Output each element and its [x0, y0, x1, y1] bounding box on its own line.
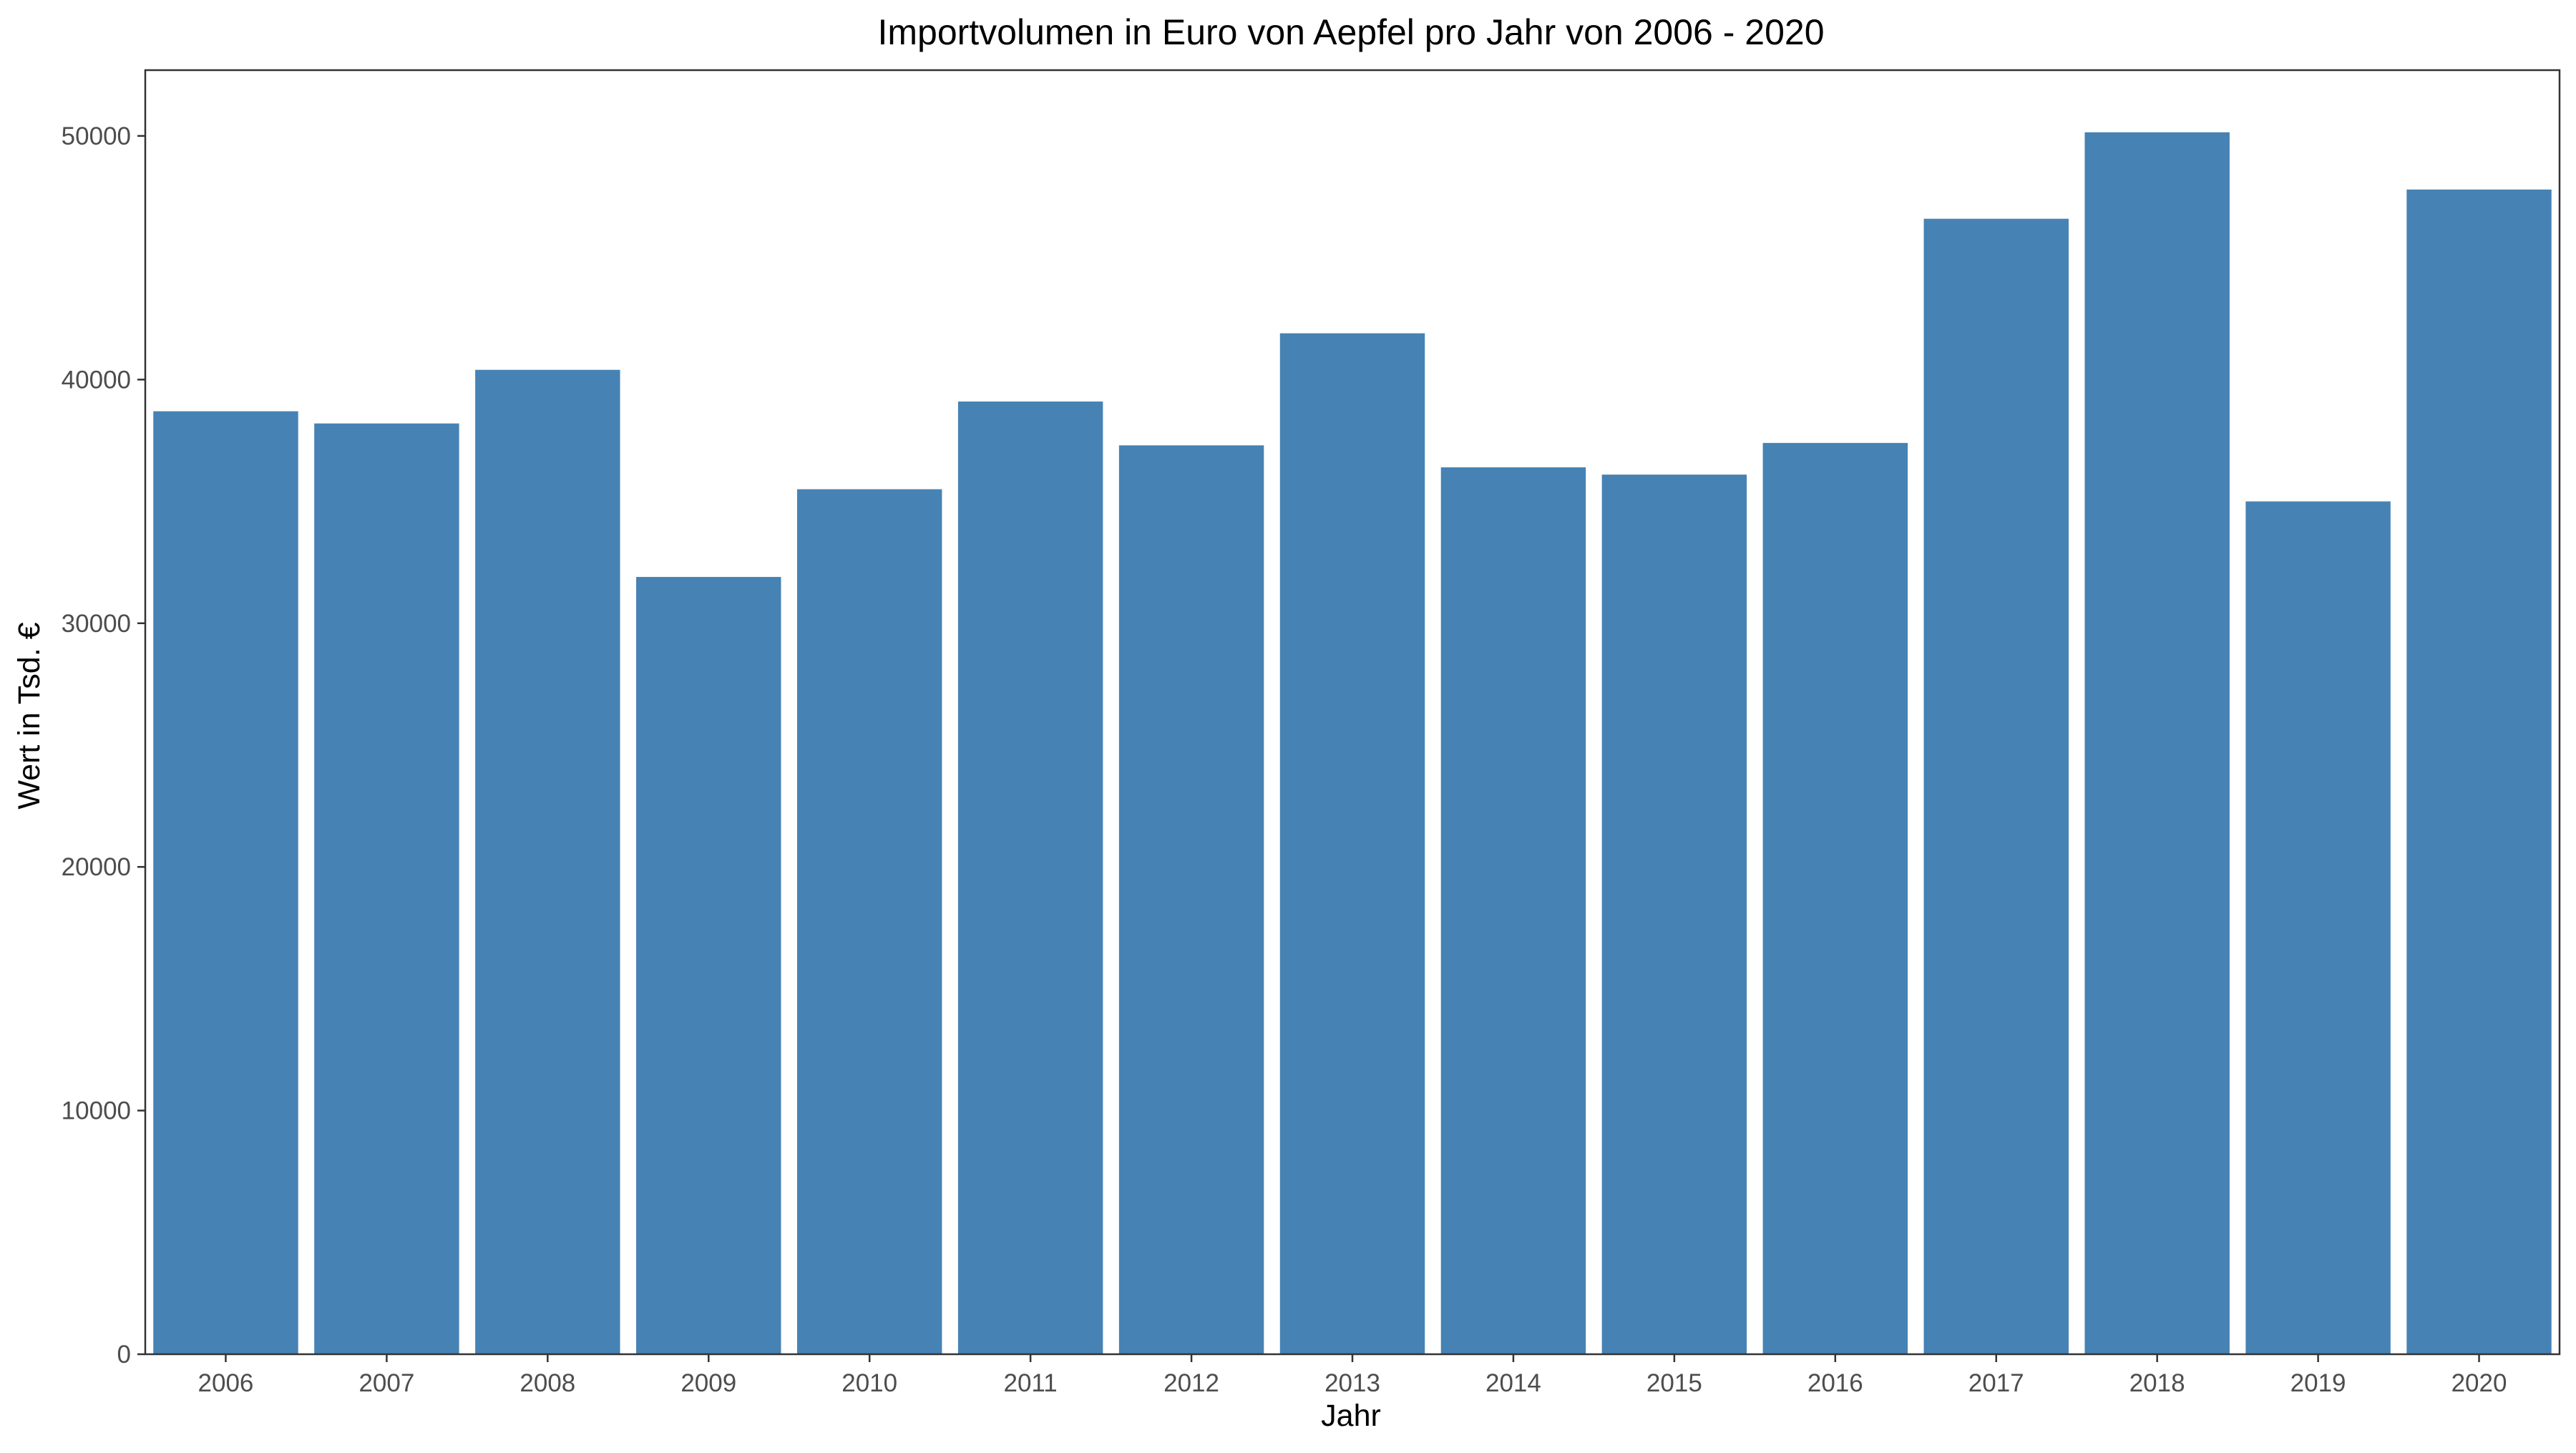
bar-2007 [314, 423, 459, 1354]
y-tick-label: 50000 [62, 122, 131, 150]
x-tick-label: 2007 [358, 1369, 414, 1397]
y-axis: 0 10000 20000 30000 40000 50000 [62, 122, 145, 1369]
bar-2017 [1923, 218, 2069, 1354]
x-tick-label: 2008 [519, 1369, 575, 1397]
bar-2010 [796, 489, 942, 1354]
bar-2019 [2245, 501, 2391, 1354]
bar-2020 [2406, 189, 2552, 1354]
x-tick-label: 2016 [1807, 1369, 1863, 1397]
x-tick-label: 2012 [1163, 1369, 1219, 1397]
x-tick-label: 2014 [1485, 1369, 1541, 1397]
bar-2012 [1118, 445, 1264, 1354]
x-axis-title: Jahr [1321, 1399, 1381, 1433]
y-tick-label: 20000 [62, 853, 131, 881]
bar-2013 [1279, 333, 1425, 1354]
x-tick-label: 2011 [1003, 1369, 1057, 1397]
x-tick-label: 2009 [680, 1369, 736, 1397]
x-tick-label: 2010 [841, 1369, 897, 1397]
y-axis-title: Wert in Tsd. € [12, 622, 47, 809]
x-tick-label: 2015 [1646, 1369, 1702, 1397]
x-tick-label: 2020 [2451, 1369, 2507, 1397]
x-tick-label: 2018 [2129, 1369, 2185, 1397]
y-tick-label: 0 [117, 1341, 131, 1369]
bars-layer [153, 132, 2552, 1355]
bar-2014 [1440, 467, 1586, 1354]
x-tick-label: 2017 [1968, 1369, 2024, 1397]
bar-2015 [1601, 475, 1747, 1354]
y-tick-label: 10000 [62, 1097, 131, 1125]
chart-title: Importvolumen in Euro von Aepfel pro Jah… [877, 12, 1824, 52]
bar-2008 [475, 369, 620, 1355]
bar-2011 [957, 401, 1103, 1354]
bar-2018 [2084, 132, 2230, 1354]
bar-2009 [636, 577, 781, 1354]
bar-2016 [1762, 442, 1908, 1354]
y-tick-label: 40000 [62, 366, 131, 394]
y-tick-label: 30000 [62, 610, 131, 638]
x-tick-label: 2006 [198, 1369, 254, 1397]
bar-2006 [153, 411, 298, 1354]
x-tick-label: 2019 [2290, 1369, 2346, 1397]
x-axis: 2006 2007 2008 2009 2010 2011 2012 2013 2014 2015… [198, 1354, 2507, 1397]
x-tick-label: 2013 [1324, 1369, 1380, 1397]
plot-panel-border [144, 69, 2561, 1356]
